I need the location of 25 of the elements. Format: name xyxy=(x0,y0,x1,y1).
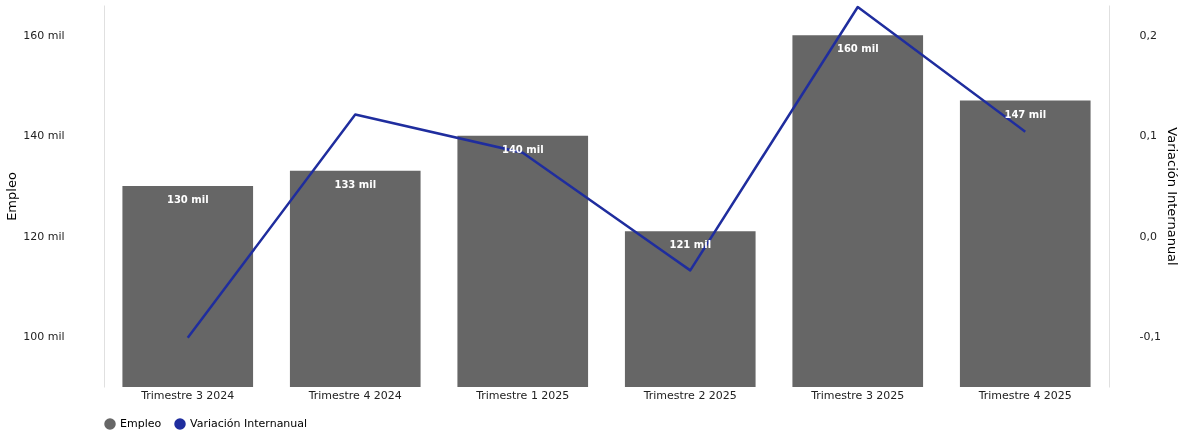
data-label: 133 mil xyxy=(334,178,377,190)
y2-tick-label: 0,0 xyxy=(1139,229,1157,243)
y-axis-title: Empleo xyxy=(4,172,20,221)
y-tick-label: 100 mil xyxy=(23,330,65,344)
x-tick-label: Trimestre 4 2025 xyxy=(977,388,1072,402)
x-tick-label: Trimestre 3 2024 xyxy=(140,388,235,402)
line-series xyxy=(186,5,1027,339)
data-label: 121 mil xyxy=(669,239,712,251)
y-tick-label: 160 mil xyxy=(23,28,65,42)
data-label: 160 mil xyxy=(836,43,879,55)
y2-tick-label: 0,1 xyxy=(1139,129,1157,143)
x-tick-label: Trimestre 2 2025 xyxy=(642,388,737,402)
data-label: 147 mil xyxy=(1004,108,1047,120)
y2-axis-title: Variación Internanual xyxy=(1164,127,1180,266)
y-tick-label: 120 mil xyxy=(23,229,65,243)
legend-label: Empleo xyxy=(120,417,162,430)
data-label: 140 mil xyxy=(501,143,544,155)
x-tick-label: Trimestre 4 2024 xyxy=(307,388,402,402)
x-tick-label: Trimestre 3 2025 xyxy=(810,388,905,402)
legend-label: Variación Internanual xyxy=(190,417,308,430)
y2-tick-label: 0,2 xyxy=(1139,28,1157,42)
y2-tick-label: -0,1 xyxy=(1139,330,1161,344)
y-tick-label: 140 mil xyxy=(23,129,65,143)
x-tick-label: Trimestre 1 2025 xyxy=(475,388,570,402)
data-label: 130 mil xyxy=(166,193,209,205)
